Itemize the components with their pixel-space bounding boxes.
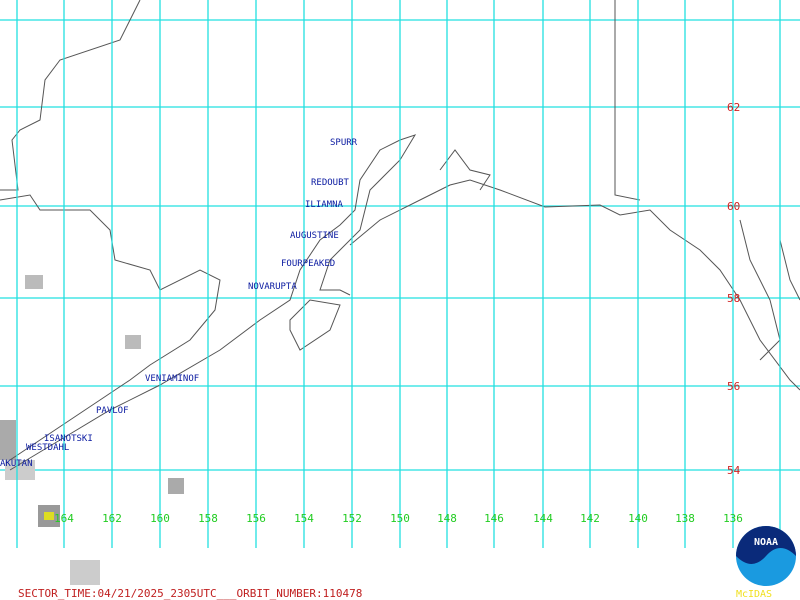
logo-agency: NOAA <box>754 537 778 548</box>
latitude-label: 58 <box>727 292 740 305</box>
volcano-label: SPURR <box>330 138 358 148</box>
volcano-label: ILIAMNA <box>305 200 344 210</box>
longitude-label: 146 <box>484 512 504 525</box>
volcano-label: WESTDAHL <box>26 443 69 453</box>
volcano-label: ISANOTSKI <box>44 434 93 444</box>
longitude-label: 156 <box>246 512 266 525</box>
volcano-label: PAVLOF <box>96 406 129 416</box>
longitude-label: 148 <box>437 512 457 525</box>
volcano-label: AUGUSTINE <box>290 231 339 241</box>
longitude-label: 160 <box>150 512 170 525</box>
volcano-label: FOURPEAKED <box>281 259 335 269</box>
longitude-label: 158 <box>198 512 218 525</box>
longitude-label: 140 <box>628 512 648 525</box>
volcano-label: REDOUBT <box>311 178 350 188</box>
longitude-label: 144 <box>533 512 553 525</box>
noaa-logo: NOAA McIDAS <box>736 526 796 600</box>
longitude-label: 154 <box>294 512 314 525</box>
longitude-label: 150 <box>390 512 410 525</box>
volcano-label: AKUTAN <box>0 459 33 469</box>
logo-software: McIDAS <box>736 589 772 600</box>
sector-time: SECTOR_TIME:04/21/2025_2305UTC___ORBIT_N… <box>18 587 362 600</box>
longitude-label: 138 <box>675 512 695 525</box>
latitude-label: 62 <box>727 101 740 114</box>
volcano-label: NOVARUPTA <box>248 282 297 292</box>
longitude-label: 152 <box>342 512 362 525</box>
latitude-label: 56 <box>727 380 740 393</box>
cloud-patches <box>0 275 184 585</box>
longitude-label: 136 <box>723 512 743 525</box>
coastlines <box>0 0 800 471</box>
volcano-label: VENIAMINOF <box>145 374 199 384</box>
longitude-label: 162 <box>102 512 122 525</box>
latitude-label: 60 <box>727 200 740 213</box>
latitude-label: 54 <box>727 464 741 477</box>
lon-grid <box>16 0 781 548</box>
longitude-label: 164 <box>54 512 74 525</box>
longitude-label: 142 <box>580 512 600 525</box>
